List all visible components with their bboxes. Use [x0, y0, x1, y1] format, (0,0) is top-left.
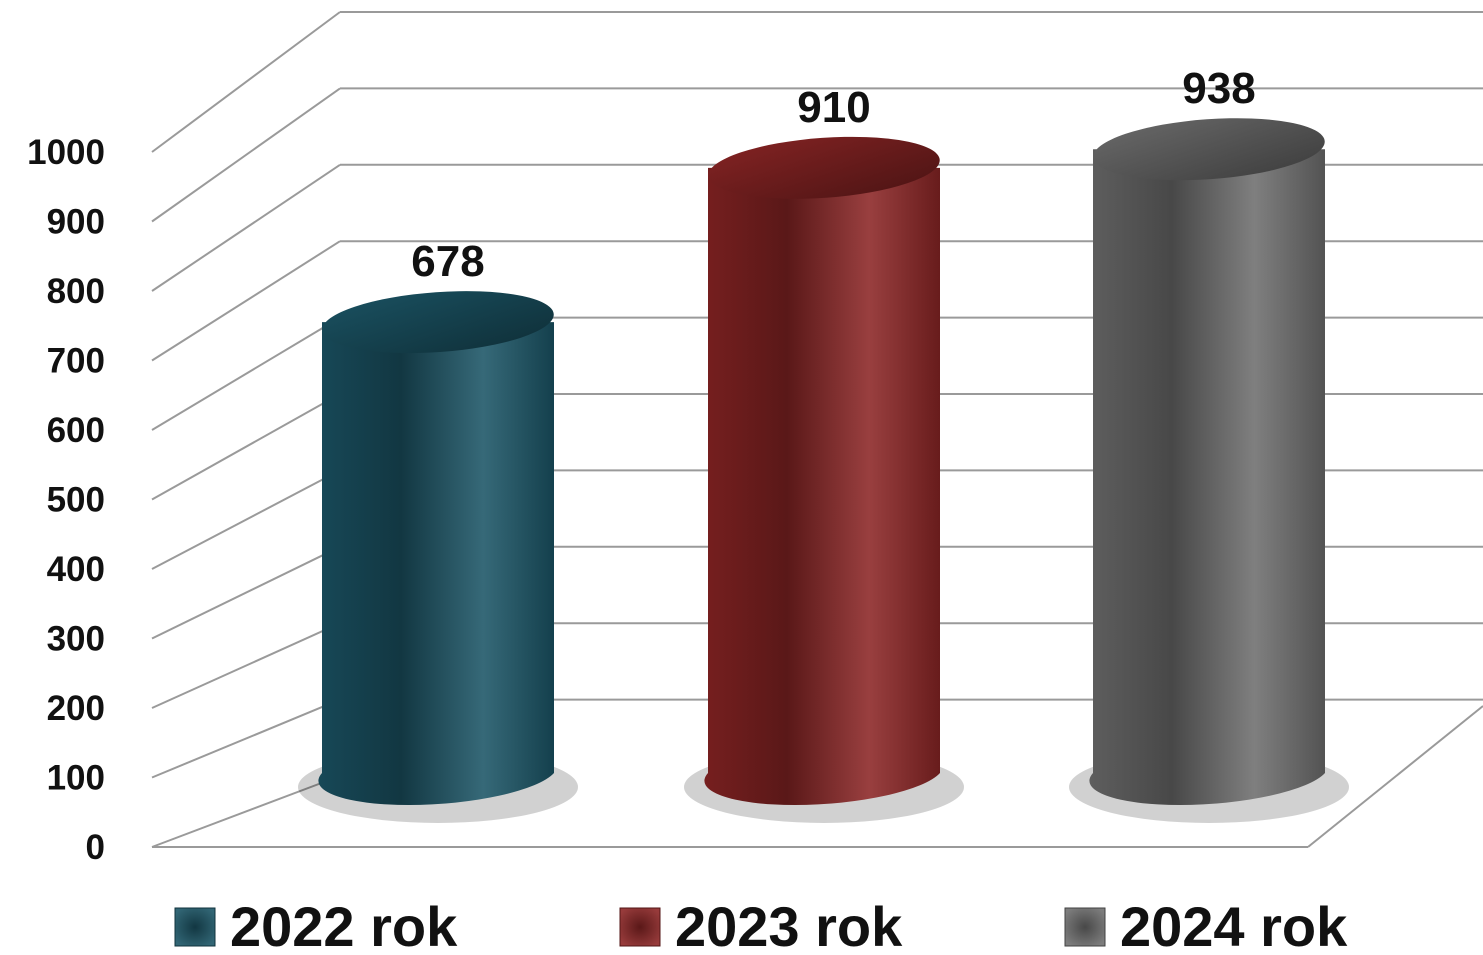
y-tick-label: 1000	[27, 133, 105, 172]
legend-label: 2022 rok	[230, 895, 458, 950]
legend-swatch	[619, 907, 661, 947]
y-axis-ticks: 0 100 200 300 400 500 600 700 800 900 1000	[27, 133, 105, 867]
legend-swatch	[174, 907, 216, 947]
legend-swatch	[1064, 907, 1106, 947]
grid-diagonal	[151, 469, 341, 570]
bars	[298, 118, 1349, 823]
bar-body	[318, 322, 554, 806]
y-tick-label: 0	[86, 828, 105, 867]
bar-2023-rok	[684, 136, 964, 823]
y-tick-label: 900	[47, 203, 105, 242]
y-tick-label: 300	[47, 620, 105, 659]
legend-item: 2024 rok	[1064, 895, 1348, 955]
floor-right-edge	[1307, 705, 1483, 848]
grid-diagonal	[151, 622, 341, 709]
grid-diagonal	[151, 11, 341, 153]
bar-top	[708, 136, 940, 199]
data-labels: 678 910 938	[411, 64, 1255, 286]
grid-diagonal	[151, 316, 341, 431]
legend-item: 2022 rok	[174, 895, 458, 955]
y-tick-label: 600	[47, 411, 105, 450]
grid-diagonal	[151, 163, 341, 292]
grid-diagonal	[151, 545, 341, 640]
bar-2022-rok	[298, 291, 578, 823]
y-tick-label: 100	[47, 759, 105, 798]
grid-diagonal	[151, 775, 341, 848]
legend: 2022 rok 2023 rok 2024 rok	[174, 895, 1348, 955]
grid-diagonal	[151, 698, 341, 779]
bar-body	[704, 167, 940, 806]
legend-label: 2024 rok	[1120, 895, 1348, 950]
data-label: 938	[1182, 64, 1255, 113]
data-label: 678	[411, 237, 484, 286]
y-tick-label: 800	[47, 272, 105, 311]
grid-diagonal	[151, 87, 341, 223]
data-label: 910	[797, 83, 870, 132]
bar-2024-rok	[1069, 118, 1349, 823]
grid-diagonal	[151, 393, 341, 501]
bar-top	[322, 291, 554, 354]
y-tick-label: 500	[47, 481, 105, 520]
legend-label: 2023 rok	[675, 895, 903, 950]
y-tick-label: 400	[47, 550, 105, 589]
legend-item: 2023 rok	[619, 895, 903, 955]
bar-body	[1089, 149, 1325, 806]
y-tick-label: 700	[47, 342, 105, 381]
y-tick-label: 200	[47, 689, 105, 728]
grid-diagonal	[151, 240, 341, 362]
bar-top	[1093, 118, 1325, 181]
